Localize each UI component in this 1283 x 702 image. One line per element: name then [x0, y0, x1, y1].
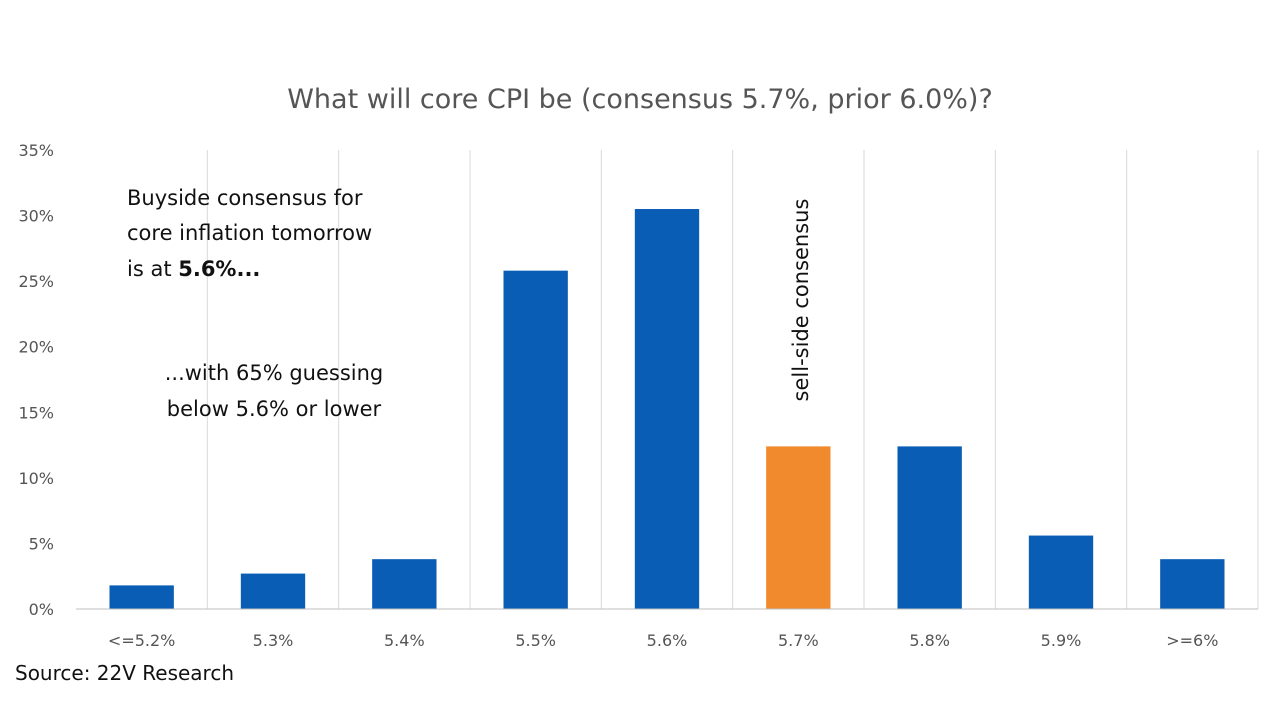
x-axis-ticks: <=5.2% 5.3% 5.4% 5.5% 5.6% 5.7% 5.8% 5.9% >=6%: [108, 631, 1219, 650]
x-tick-label: 5.8%: [909, 631, 950, 650]
bar->=6%: [1160, 559, 1225, 609]
x-tick-label: 5.6%: [647, 631, 688, 650]
annotation-line: core inflation tomorrow: [127, 221, 372, 245]
bar-5.6%: [634, 209, 700, 609]
bar-5.3%: [240, 573, 306, 609]
annotation-bold-value: 5.6%...: [178, 257, 260, 281]
y-tick-label: 15%: [18, 403, 54, 422]
x-tick-label: <=5.2%: [108, 631, 175, 650]
x-tick-label: 5.9%: [1041, 631, 1082, 650]
x-tick-label: 5.7%: [778, 631, 819, 650]
bar-5.8%: [897, 446, 962, 609]
x-tick-label: >=6%: [1166, 631, 1218, 650]
bar-5.9%: [1028, 535, 1094, 609]
annotation-line: is at 5.6%...: [127, 257, 260, 281]
annotations: Buyside consensus for core inflation tom…: [127, 186, 383, 421]
y-tick-label: 35%: [18, 141, 54, 160]
gridlines: [206, 150, 1259, 609]
bar-5.7%: [766, 446, 831, 609]
annotation-line: Buyside consensus for: [127, 186, 363, 210]
x-tick-label: 5.5%: [515, 631, 556, 650]
y-tick-label: 5%: [29, 534, 54, 553]
bar-<=5.2%: [109, 585, 174, 609]
source-note: Source: 22V Research: [15, 661, 234, 685]
annotation-line: below 5.6% or lower: [167, 397, 382, 421]
x-tick-label: 5.3%: [253, 631, 294, 650]
sell-side-consensus-label: sell-side consensus: [789, 199, 813, 402]
y-axis-ticks: 0% 5% 10% 15% 20% 25% 30% 35%: [18, 141, 54, 619]
bar-5.5%: [503, 270, 568, 609]
bar-5.4%: [372, 559, 437, 609]
chart-title: What will core CPI be (consensus 5.7%, p…: [287, 84, 993, 115]
y-tick-label: 30%: [18, 207, 54, 226]
y-tick-label: 0%: [29, 600, 54, 619]
y-tick-label: 10%: [18, 469, 54, 488]
y-tick-label: 20%: [18, 338, 54, 357]
x-tick-label: 5.4%: [384, 631, 425, 650]
annotation-line: ...with 65% guessing: [165, 361, 384, 385]
y-tick-label: 25%: [18, 272, 54, 291]
bars: [109, 209, 1225, 609]
annotation-prefix: is at: [127, 257, 178, 281]
